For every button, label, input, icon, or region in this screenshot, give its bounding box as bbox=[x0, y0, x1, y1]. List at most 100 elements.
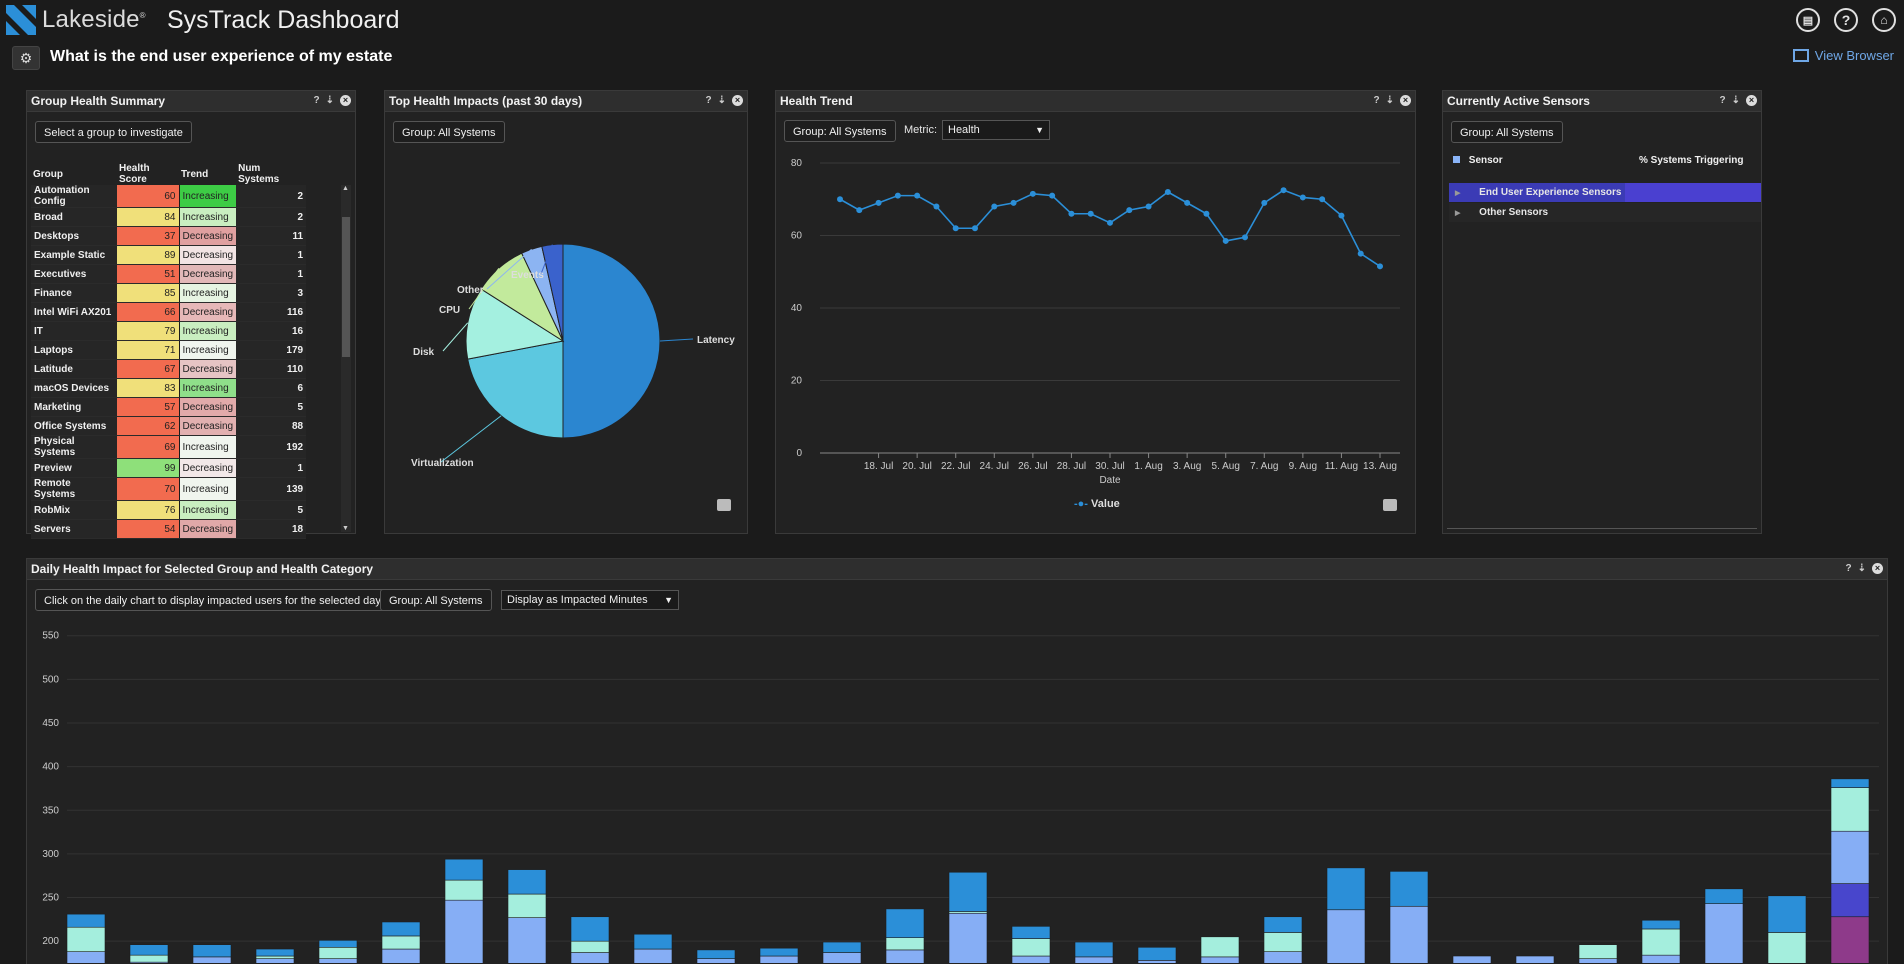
trend-point[interactable] bbox=[894, 192, 901, 199]
bar-segment[interactable] bbox=[444, 858, 484, 881]
help-icon[interactable]: ? bbox=[1373, 95, 1380, 106]
bar-segment[interactable] bbox=[381, 921, 421, 937]
bar-segment[interactable] bbox=[570, 940, 610, 953]
pin-icon[interactable]: ⇣ bbox=[325, 95, 334, 106]
bar-segment[interactable] bbox=[1830, 830, 1870, 884]
table-row[interactable]: Broad 84 Increasing 2 bbox=[31, 207, 307, 227]
bar-segment[interactable] bbox=[318, 940, 358, 948]
trend-point[interactable] bbox=[914, 192, 921, 199]
bar-segment[interactable] bbox=[822, 941, 862, 953]
pie-slice[interactable] bbox=[467, 340, 564, 439]
pie-slice[interactable] bbox=[465, 288, 565, 360]
table-row[interactable]: Physical Systems 69 Increasing 192 bbox=[31, 435, 307, 459]
bar-segment[interactable] bbox=[1452, 955, 1492, 963]
bar-segment[interactable] bbox=[1830, 787, 1870, 832]
chart-menu-icon[interactable] bbox=[717, 499, 731, 511]
bar-segment[interactable] bbox=[696, 958, 736, 963]
help-icon[interactable]: ? bbox=[1719, 95, 1726, 106]
col-trend[interactable]: Trend bbox=[181, 168, 209, 180]
bar-segment[interactable] bbox=[1326, 909, 1366, 963]
trend-point[interactable] bbox=[1242, 234, 1248, 241]
trend-point[interactable] bbox=[952, 225, 959, 232]
table-row[interactable]: Laptops 71 Increasing 179 bbox=[31, 340, 307, 360]
table-row[interactable]: Servers 54 Decreasing 18 bbox=[31, 519, 307, 539]
bar-segment[interactable] bbox=[192, 944, 232, 958]
bar-segment[interactable] bbox=[1389, 905, 1429, 963]
bar-segment[interactable] bbox=[66, 913, 106, 928]
trend-point[interactable] bbox=[1357, 250, 1364, 257]
bar-segment[interactable] bbox=[633, 933, 673, 950]
table-row[interactable]: Executives 51 Decreasing 1 bbox=[31, 264, 307, 284]
display-mode-select[interactable]: Display as Impacted Minutes ▼ bbox=[501, 590, 679, 610]
table-row[interactable]: Office Systems 62 Decreasing 88 bbox=[31, 416, 307, 436]
bar-segment[interactable] bbox=[1263, 951, 1303, 963]
trend-line[interactable] bbox=[839, 189, 1381, 267]
trend-point[interactable] bbox=[1068, 210, 1075, 217]
bar-segment[interactable] bbox=[507, 869, 547, 895]
trend-point[interactable] bbox=[1338, 212, 1345, 219]
expand-icon[interactable]: ▶ bbox=[1455, 210, 1461, 217]
group-button[interactable]: Group: All Systems bbox=[1451, 121, 1563, 143]
bar-segment[interactable] bbox=[444, 879, 484, 901]
bar-segment[interactable] bbox=[507, 917, 547, 963]
bar-segment[interactable] bbox=[1074, 941, 1114, 958]
chart-menu-icon[interactable] bbox=[1383, 499, 1397, 511]
bar-segment[interactable] bbox=[255, 955, 295, 959]
table-row[interactable]: macOS Devices 83 Increasing 6 bbox=[31, 378, 307, 398]
chat-icon[interactable]: ▤ bbox=[1796, 8, 1820, 32]
scroll-thumb[interactable] bbox=[342, 217, 350, 357]
bar-segment[interactable] bbox=[129, 944, 169, 956]
col-sensor[interactable]: Sensor bbox=[1468, 155, 1503, 166]
help-icon[interactable]: ? bbox=[313, 95, 320, 106]
trend-point[interactable] bbox=[1126, 207, 1133, 214]
bar-segment[interactable] bbox=[1641, 954, 1681, 963]
trend-point[interactable] bbox=[1222, 237, 1229, 244]
close-icon[interactable]: × bbox=[340, 95, 351, 106]
group-button[interactable]: Group: All Systems bbox=[380, 589, 492, 611]
help-icon[interactable]: ? bbox=[1834, 8, 1858, 32]
sensor-row-eue[interactable]: ▶ End User Experience Sensors bbox=[1449, 183, 1761, 202]
bar-segment[interactable] bbox=[570, 916, 610, 942]
bar-segment[interactable] bbox=[1074, 956, 1114, 963]
close-icon[interactable]: × bbox=[732, 95, 743, 106]
trend-point[interactable] bbox=[1184, 199, 1191, 206]
col-pct-triggering[interactable]: % Systems Triggering bbox=[1639, 155, 1744, 166]
pie-slice[interactable] bbox=[541, 243, 564, 342]
table-row[interactable]: Desktops 37 Decreasing 11 bbox=[31, 226, 307, 246]
bar-segment[interactable] bbox=[381, 948, 421, 963]
table-row[interactable]: Latitude 67 Decreasing 110 bbox=[31, 359, 307, 379]
trend-point[interactable] bbox=[1377, 263, 1383, 270]
help-icon[interactable]: ? bbox=[705, 95, 712, 106]
table-row[interactable]: IT 79 Increasing 16 bbox=[31, 321, 307, 341]
close-icon[interactable]: × bbox=[1746, 95, 1757, 106]
bar-segment[interactable] bbox=[1830, 778, 1870, 788]
bar-segment[interactable] bbox=[1704, 903, 1744, 963]
trend-point[interactable] bbox=[1299, 194, 1306, 201]
bar-segment[interactable] bbox=[1200, 956, 1240, 963]
table-row[interactable]: Finance 85 Increasing 3 bbox=[31, 283, 307, 303]
expand-icon[interactable]: ▶ bbox=[1455, 190, 1461, 197]
trend-point[interactable] bbox=[1010, 199, 1017, 206]
table-row[interactable]: Example Static 89 Decreasing 1 bbox=[31, 245, 307, 265]
trend-point[interactable] bbox=[1280, 187, 1287, 194]
bar-segment[interactable] bbox=[192, 956, 232, 963]
bar-segment[interactable] bbox=[1011, 955, 1051, 963]
bar-segment[interactable] bbox=[129, 954, 169, 963]
bar-segment[interactable] bbox=[1263, 932, 1303, 952]
trend-point[interactable] bbox=[1145, 203, 1152, 210]
table-scrollbar[interactable]: ▲ ▼ bbox=[341, 185, 351, 532]
bar-segment[interactable] bbox=[1137, 960, 1177, 963]
bar-segment[interactable] bbox=[1389, 871, 1429, 907]
home-icon[interactable]: ⌂ bbox=[1872, 8, 1896, 32]
lakeside-logo[interactable]: Lakeside® bbox=[6, 5, 146, 35]
trend-point[interactable] bbox=[1029, 190, 1036, 197]
trend-point[interactable] bbox=[1261, 199, 1268, 206]
trend-point[interactable] bbox=[875, 199, 882, 206]
scroll-down-icon[interactable]: ▼ bbox=[342, 525, 349, 532]
bar-segment[interactable] bbox=[1704, 888, 1744, 904]
bar-segment[interactable] bbox=[318, 958, 358, 963]
close-icon[interactable]: × bbox=[1872, 563, 1883, 574]
bar-segment[interactable] bbox=[1830, 916, 1870, 963]
bar-segment[interactable] bbox=[1137, 946, 1177, 961]
bar-segment[interactable] bbox=[318, 946, 358, 959]
